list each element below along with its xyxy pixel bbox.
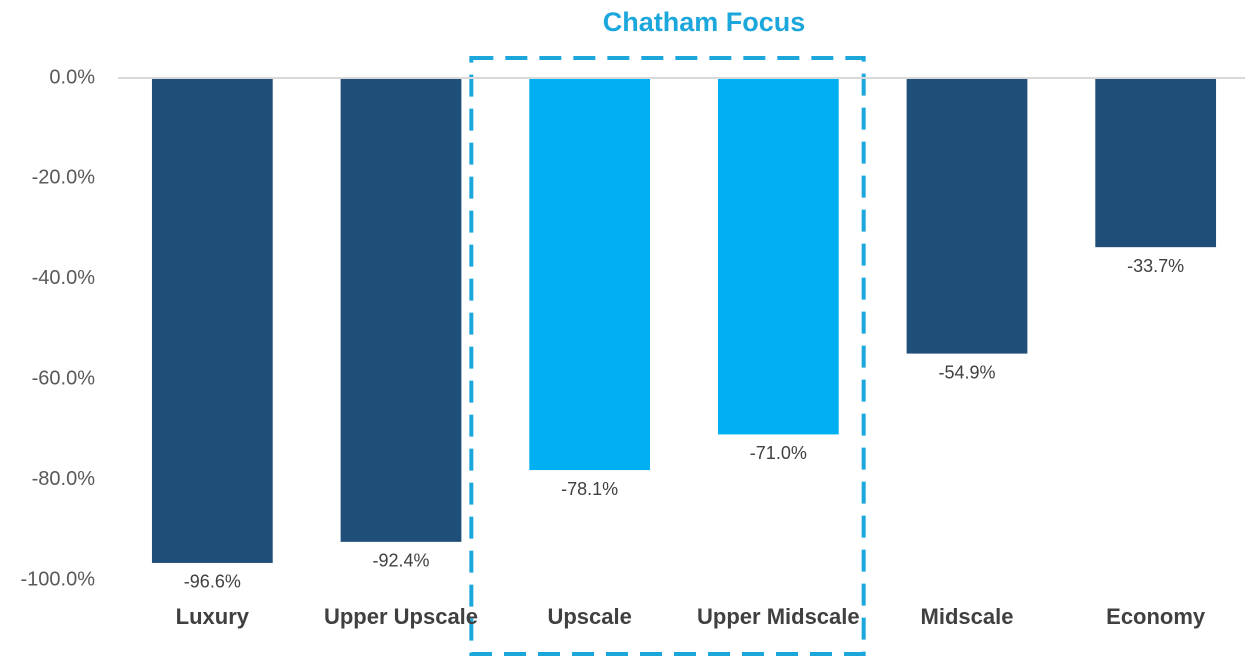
x-tick-label: Economy — [1106, 604, 1206, 629]
data-label: -33.7% — [1127, 256, 1184, 276]
y-tick-label: 0.0% — [49, 66, 95, 88]
y-tick-label: -60.0% — [32, 367, 96, 389]
data-label: -71.0% — [750, 443, 807, 463]
y-tick-label: -80.0% — [32, 468, 96, 490]
data-label: -92.4% — [372, 551, 429, 571]
x-tick-label: Upscale — [547, 604, 631, 629]
bar — [151, 78, 273, 563]
data-label: -54.9% — [938, 362, 995, 382]
bar — [906, 78, 1028, 354]
x-tick-label: Luxury — [176, 604, 250, 629]
annotation: Chatham Focus — [603, 7, 806, 37]
data-label: -78.1% — [561, 479, 618, 499]
x-tick-label: Upper Upscale — [324, 604, 478, 629]
bar — [717, 78, 839, 435]
bar — [1095, 78, 1217, 248]
bar — [340, 78, 462, 542]
y-tick-label: -20.0% — [32, 167, 96, 189]
y-tick-label: -100.0% — [21, 568, 96, 590]
x-tick-label: Midscale — [921, 604, 1014, 629]
focus-box — [469, 56, 866, 656]
bar — [529, 78, 651, 471]
y-tick-label: -40.0% — [32, 267, 96, 289]
x-tick-label: Upper Midscale — [697, 604, 860, 629]
data-label: -96.6% — [184, 572, 241, 592]
